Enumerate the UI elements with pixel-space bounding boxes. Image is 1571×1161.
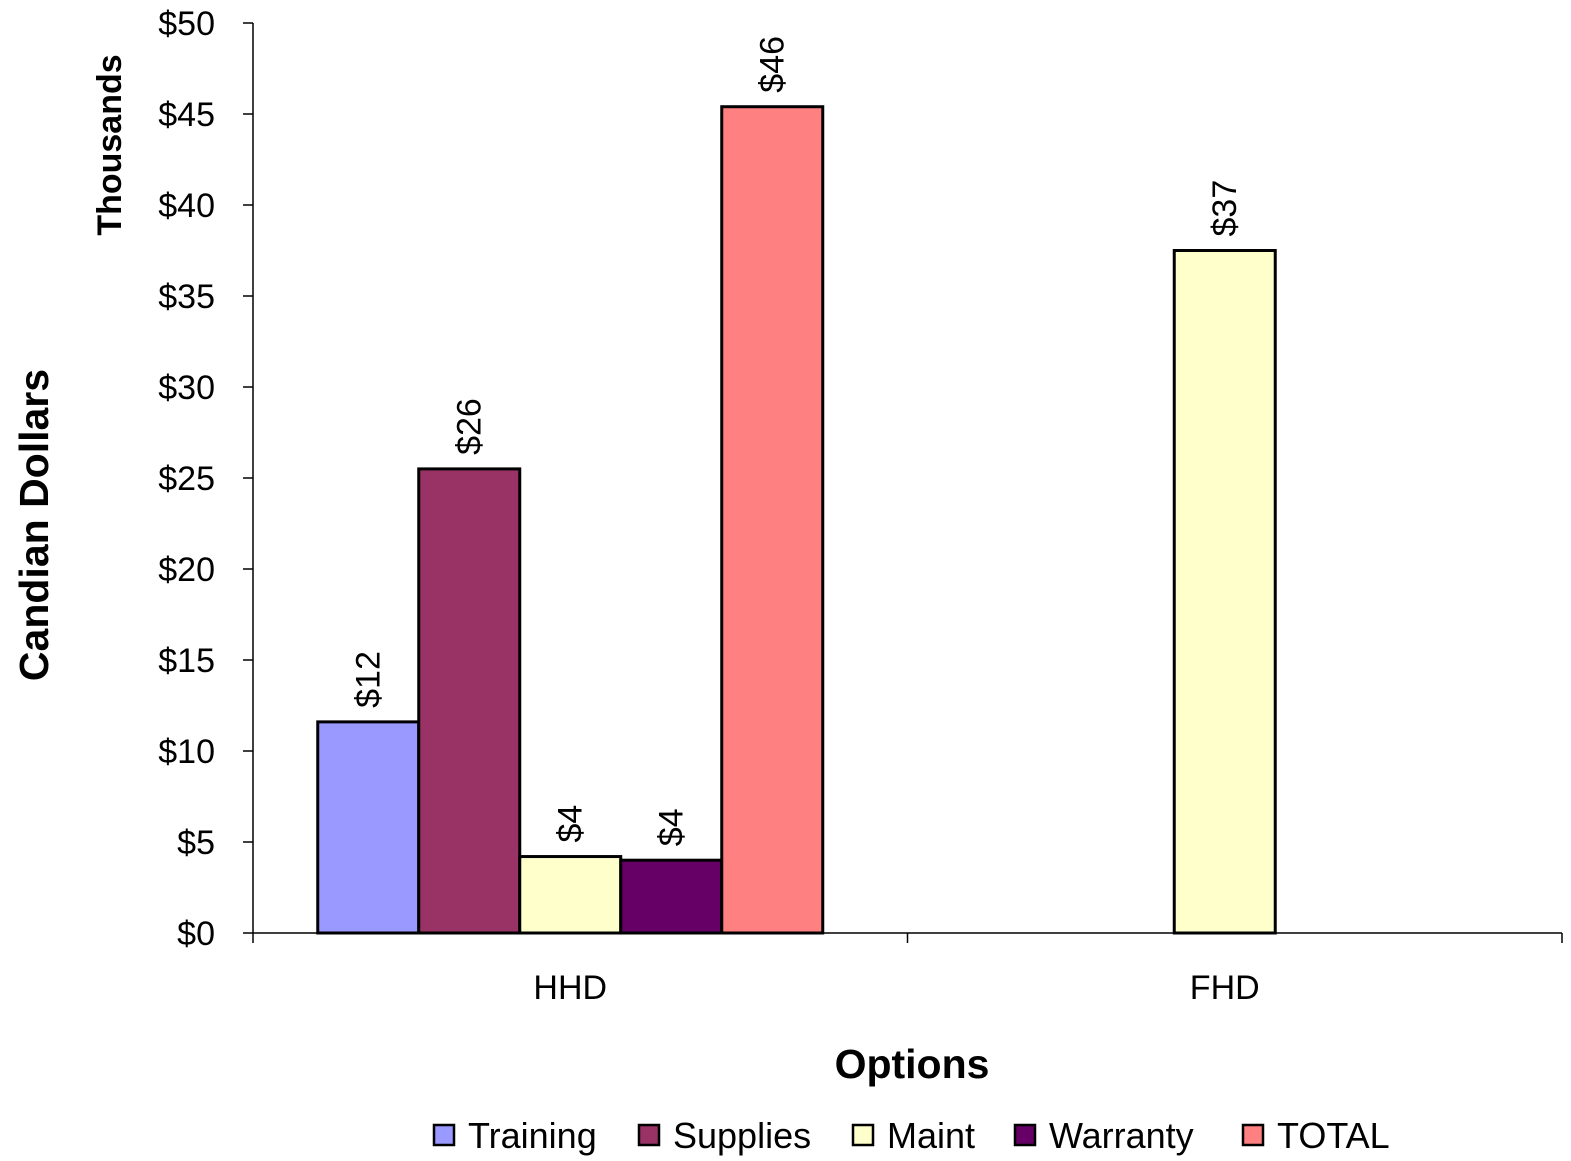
- bar-maint-fhd: [1174, 251, 1275, 934]
- y-axis: $0 $5 $10 $15 $20 $25 $30 $35 $40 $45 $50: [158, 5, 253, 953]
- bar-total-hhd: [722, 107, 823, 933]
- y-axis-title: Candian Dollars: [11, 369, 57, 681]
- y-tick-label: $50: [158, 5, 215, 43]
- bar-maint-hhd: [520, 857, 621, 933]
- y-tick-label: $35: [158, 278, 215, 316]
- y-tick-label: $40: [158, 187, 215, 225]
- bar-training-hhd: [318, 722, 419, 933]
- bar-warranty-hhd: [621, 860, 722, 933]
- legend-label-training: Training: [468, 1115, 597, 1156]
- y-tick-label: $15: [158, 642, 215, 680]
- y-tick-label: $25: [158, 460, 215, 498]
- bars: [318, 107, 1276, 933]
- x-tick-label: FHD: [1190, 969, 1260, 1007]
- value-label: $4: [551, 805, 589, 843]
- y-tick-label: $5: [177, 824, 215, 862]
- x-axis: HHD FHD: [253, 933, 1562, 1007]
- legend-swatch-warranty: [1015, 1125, 1035, 1145]
- legend-swatch-training: [434, 1125, 454, 1145]
- legend-label-total: TOTAL: [1277, 1115, 1390, 1156]
- y-tick-label: $10: [158, 733, 215, 771]
- y-tick-label: $30: [158, 369, 215, 407]
- x-tick-label: HHD: [533, 969, 607, 1007]
- y-tick-label: $0: [177, 915, 215, 953]
- legend-label-warranty: Warranty: [1049, 1115, 1194, 1156]
- value-label: $26: [450, 398, 488, 455]
- value-label: $37: [1206, 180, 1244, 237]
- legend: Training Supplies Maint Warranty TOTAL: [434, 1115, 1390, 1156]
- x-axis-title: Options: [835, 1041, 990, 1087]
- legend-label-supplies: Supplies: [673, 1115, 811, 1156]
- y-tick-label: $45: [158, 96, 215, 134]
- legend-swatch-supplies: [639, 1125, 659, 1145]
- legend-swatch-maint: [853, 1125, 873, 1145]
- legend-label-maint: Maint: [887, 1115, 975, 1156]
- bar-supplies-hhd: [419, 469, 520, 933]
- value-label: $12: [349, 651, 387, 708]
- y-axis-unit: Thousands: [91, 54, 129, 235]
- y-tick-label: $20: [158, 551, 215, 589]
- value-label: $46: [753, 36, 791, 93]
- value-label: $4: [652, 808, 690, 846]
- legend-swatch-total: [1243, 1125, 1263, 1145]
